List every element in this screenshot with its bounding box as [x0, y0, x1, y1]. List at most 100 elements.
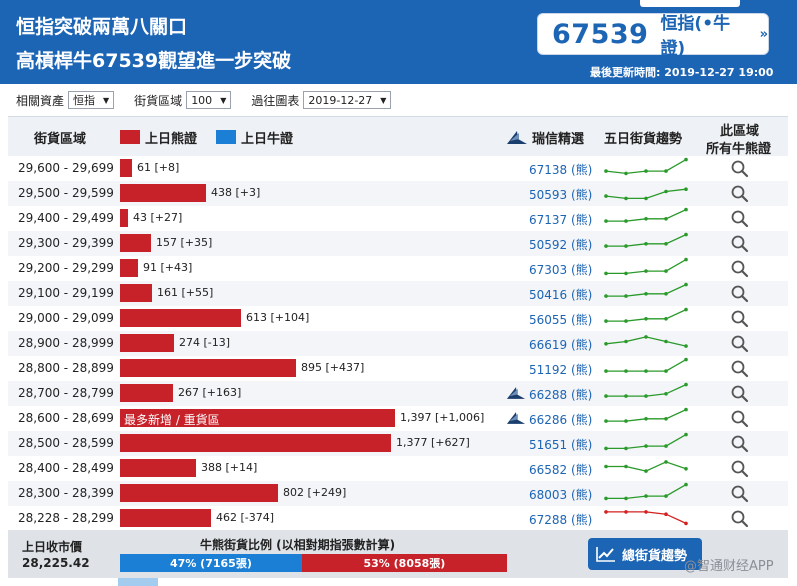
bear-bar[interactable]	[120, 334, 174, 352]
bear-bar[interactable]	[120, 459, 196, 477]
search-icon[interactable]	[730, 434, 750, 454]
trend-sparkline[interactable]	[602, 281, 692, 306]
warrant-code-link[interactable]: 67303 (熊)	[529, 263, 593, 277]
search-icon[interactable]	[730, 334, 750, 354]
bear-bar[interactable]	[120, 184, 206, 202]
sparkline-point	[664, 217, 668, 221]
warrant-code-link[interactable]: 50416 (熊)	[529, 288, 593, 302]
warrant-code-link[interactable]: 51651 (熊)	[529, 438, 593, 452]
top-tab[interactable]	[640, 0, 740, 7]
dropdown-arrow-icon: ▼	[380, 95, 387, 105]
bear-bar[interactable]	[120, 259, 138, 277]
sparkline-point	[684, 282, 688, 287]
sparkline-point	[684, 207, 688, 212]
warrant-code-link[interactable]: 67138 (熊)	[529, 163, 593, 177]
table-row: 28,900 - 28,999 274 [-13] 66619 (熊)	[8, 331, 788, 356]
prev-close-value: 28,225.42	[22, 556, 90, 570]
sparkline-point	[644, 494, 648, 498]
bull-ratio-segment: 47% (7165張)	[120, 554, 302, 572]
search-icon[interactable]	[730, 459, 750, 479]
trend-sparkline[interactable]	[602, 331, 692, 356]
date-select[interactable]: 2019-12-27 ▼	[303, 91, 392, 109]
trend-sparkline[interactable]	[602, 256, 692, 281]
bar-highlight-label: 最多新增 / 重貨區	[124, 413, 220, 427]
search-icon[interactable]	[730, 359, 750, 379]
bear-bar[interactable]	[120, 309, 241, 327]
search-icon[interactable]	[730, 159, 750, 179]
bear-bar[interactable]	[120, 434, 391, 452]
sparkline-point	[604, 446, 608, 451]
sparkline-point	[684, 257, 688, 262]
trend-sparkline[interactable]	[602, 356, 692, 381]
search-icon[interactable]	[730, 234, 750, 254]
warrant-code-link[interactable]: 67288 (熊)	[529, 513, 593, 527]
warrant-code-link[interactable]: 50592 (熊)	[529, 238, 593, 252]
bear-bar[interactable]	[120, 509, 211, 527]
warrant-code-link[interactable]: 51192 (熊)	[529, 363, 593, 377]
search-icon[interactable]	[730, 284, 750, 304]
featured-code-button[interactable]: 67539 恒指(•牛證) »	[537, 13, 769, 59]
sparkline-point	[624, 510, 628, 514]
asset-select[interactable]: 恒指 ▼	[68, 91, 115, 109]
trend-sparkline[interactable]	[602, 506, 692, 531]
warrant-code-link[interactable]: 66288 (熊)	[529, 388, 593, 402]
zone-select[interactable]: 100 ▼	[186, 91, 232, 109]
bear-bar[interactable]	[120, 384, 173, 402]
trend-sparkline[interactable]	[602, 181, 692, 206]
bear-bar[interactable]	[120, 159, 132, 177]
sparkline-point	[644, 169, 648, 173]
trend-sparkline[interactable]	[602, 431, 692, 456]
bear-bar[interactable]	[120, 234, 151, 252]
bull-legend: 上日牛證	[241, 132, 294, 147]
search-icon[interactable]	[730, 309, 750, 329]
bear-bar[interactable]: 最多新增 / 重貨區	[120, 409, 395, 427]
trend-sparkline[interactable]	[602, 306, 692, 331]
bear-legend: 上日熊證	[145, 132, 198, 147]
trend-sparkline[interactable]	[602, 406, 692, 431]
warrant-code-link[interactable]: 67137 (熊)	[529, 213, 593, 227]
sparkline-point	[684, 432, 688, 437]
trend-sparkline[interactable]	[602, 231, 692, 256]
warrant-code-link[interactable]: 66286 (熊)	[529, 413, 593, 427]
search-icon[interactable]	[730, 409, 750, 429]
bear-bar[interactable]	[120, 359, 296, 377]
trend-sparkline[interactable]	[602, 206, 692, 231]
warrant-code-link[interactable]: 66582 (熊)	[529, 463, 593, 477]
bear-bar[interactable]	[120, 209, 128, 227]
zone-range: 29,500 - 29,599	[18, 186, 114, 200]
zone-range: 28,228 - 28,299	[18, 511, 114, 525]
search-icon[interactable]	[730, 184, 750, 204]
trend-sparkline[interactable]	[602, 456, 692, 481]
sparkline-point	[664, 444, 668, 448]
search-icon[interactable]	[730, 384, 750, 404]
sparkline-point	[664, 292, 668, 296]
filter-chart-label: 過往圖表	[251, 93, 300, 108]
search-icon[interactable]	[730, 209, 750, 229]
table-header: 街貨區域 上日熊證 上日牛證 瑞信精選 五日街貨趨勢 此區域 所有牛熊證	[8, 116, 788, 157]
warrant-code-link[interactable]: 56055 (熊)	[529, 313, 593, 327]
search-icon[interactable]	[730, 509, 750, 529]
table-row: 29,400 - 29,499 43 [+27] 67137 (熊)	[8, 206, 788, 231]
sparkline-point	[644, 269, 648, 273]
sparkline-point	[604, 319, 608, 323]
search-icon[interactable]	[730, 484, 750, 504]
sparkline-point	[624, 271, 628, 276]
warrant-code-link[interactable]: 66619 (熊)	[529, 338, 593, 352]
filter-asset-label: 相關資產	[16, 93, 65, 108]
trend-sparkline[interactable]	[602, 481, 692, 506]
trend-sparkline[interactable]	[602, 156, 692, 181]
sparkline-point	[604, 496, 608, 501]
table-row: 29,500 - 29,599 438 [+3] 50593 (熊)	[8, 181, 788, 206]
trend-sparkline[interactable]	[602, 381, 692, 406]
sparkline-point	[644, 242, 648, 246]
search-icon[interactable]	[730, 259, 750, 279]
sparkline-point	[664, 417, 668, 421]
warrant-code-link[interactable]: 68003 (熊)	[529, 488, 593, 502]
zone-range: 29,400 - 29,499	[18, 211, 114, 225]
total-trend-button[interactable]: 總街貨趨勢	[588, 538, 702, 570]
warrant-code-link[interactable]: 50593 (熊)	[529, 188, 593, 202]
bear-bar[interactable]	[120, 284, 152, 302]
sparkline-point	[604, 394, 608, 398]
watermark: @智通财经APP	[684, 559, 774, 574]
bear-bar[interactable]	[120, 484, 278, 502]
